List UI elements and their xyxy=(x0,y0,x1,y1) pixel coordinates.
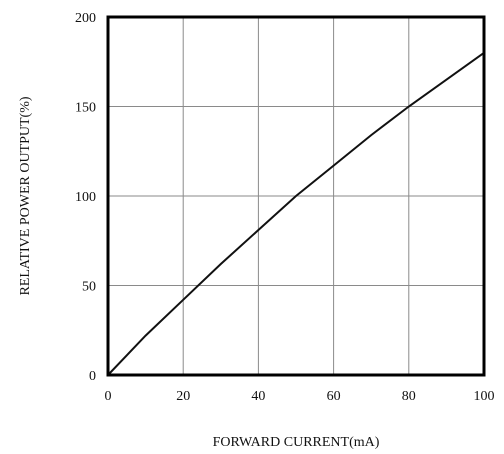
y-axis-label: RELATIVE POWER OUTPUT(%) xyxy=(18,96,33,295)
x-axis-label: FORWARD CURRENT(mA) xyxy=(213,435,380,450)
series-line xyxy=(107,51,485,376)
x-tick-label: 60 xyxy=(327,389,341,404)
y-tick-label: 0 xyxy=(89,369,96,384)
x-tick-label: 20 xyxy=(176,389,190,404)
plot-frame xyxy=(106,15,486,377)
x-tick-label: 100 xyxy=(474,389,495,404)
y-axis-ticks: 0 50 100 150 200 xyxy=(75,11,96,384)
y-tick-label: 150 xyxy=(75,101,96,116)
x-axis-ticks: 0 20 40 60 80 100 xyxy=(105,389,495,404)
y-tick-label: 200 xyxy=(75,11,96,26)
x-tick-label: 40 xyxy=(251,389,265,404)
x-tick-label: 0 xyxy=(105,389,112,404)
x-tick-label: 80 xyxy=(402,389,416,404)
y-tick-label: 100 xyxy=(75,190,96,205)
series-group xyxy=(107,51,485,376)
y-tick-label: 50 xyxy=(82,280,96,295)
